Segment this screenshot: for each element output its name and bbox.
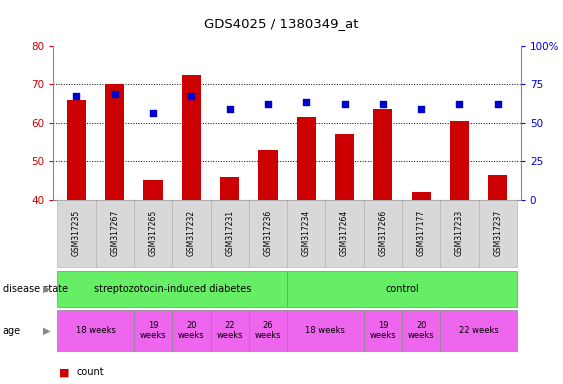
Point xyxy=(110,91,119,97)
Text: GSM317264: GSM317264 xyxy=(340,210,349,257)
Text: 19
weeks: 19 weeks xyxy=(369,321,396,340)
Bar xyxy=(220,177,239,200)
Text: 22 weeks: 22 weeks xyxy=(459,326,498,335)
Text: count: count xyxy=(76,367,104,377)
Bar xyxy=(488,175,507,200)
Text: GSM317235: GSM317235 xyxy=(72,210,81,257)
Text: disease state: disease state xyxy=(3,284,68,294)
Text: 19
weeks: 19 weeks xyxy=(140,321,167,340)
Bar xyxy=(450,121,469,200)
Bar xyxy=(67,100,86,200)
Bar xyxy=(258,150,278,200)
Text: GDS4025 / 1380349_at: GDS4025 / 1380349_at xyxy=(204,17,359,30)
Text: ▶: ▶ xyxy=(43,284,51,294)
Point xyxy=(149,110,158,116)
Text: 18 weeks: 18 weeks xyxy=(75,326,115,335)
Bar xyxy=(373,109,392,200)
Point xyxy=(417,106,426,113)
Text: control: control xyxy=(385,284,419,294)
Text: GSM317237: GSM317237 xyxy=(493,210,502,257)
Text: ▶: ▶ xyxy=(43,326,51,336)
Point xyxy=(72,93,81,99)
Bar xyxy=(412,192,431,200)
Text: GSM317177: GSM317177 xyxy=(417,210,426,257)
Point xyxy=(263,101,272,107)
Text: age: age xyxy=(3,326,21,336)
Bar xyxy=(105,84,124,200)
Point xyxy=(340,101,349,107)
Point xyxy=(455,101,464,107)
Bar xyxy=(335,134,354,200)
Text: GSM317236: GSM317236 xyxy=(263,210,272,257)
Point xyxy=(378,101,387,107)
Point xyxy=(187,93,196,99)
Text: ■: ■ xyxy=(59,367,70,377)
Point xyxy=(493,101,502,107)
Text: 22
weeks: 22 weeks xyxy=(216,321,243,340)
Text: GSM317231: GSM317231 xyxy=(225,210,234,257)
Text: 20
weeks: 20 weeks xyxy=(178,321,205,340)
Text: GSM317232: GSM317232 xyxy=(187,210,196,257)
Bar xyxy=(144,180,163,200)
Bar xyxy=(182,75,201,200)
Text: 20
weeks: 20 weeks xyxy=(408,321,435,340)
Bar xyxy=(297,117,316,200)
Text: 18 weeks: 18 weeks xyxy=(306,326,345,335)
Text: GSM317266: GSM317266 xyxy=(378,210,387,257)
Text: GSM317233: GSM317233 xyxy=(455,210,464,257)
Point xyxy=(225,106,234,113)
Text: 26
weeks: 26 weeks xyxy=(254,321,282,340)
Text: GSM317267: GSM317267 xyxy=(110,210,119,257)
Text: GSM317234: GSM317234 xyxy=(302,210,311,257)
Text: GSM317265: GSM317265 xyxy=(149,210,158,257)
Point xyxy=(302,99,311,105)
Text: streptozotocin-induced diabetes: streptozotocin-induced diabetes xyxy=(93,284,251,294)
